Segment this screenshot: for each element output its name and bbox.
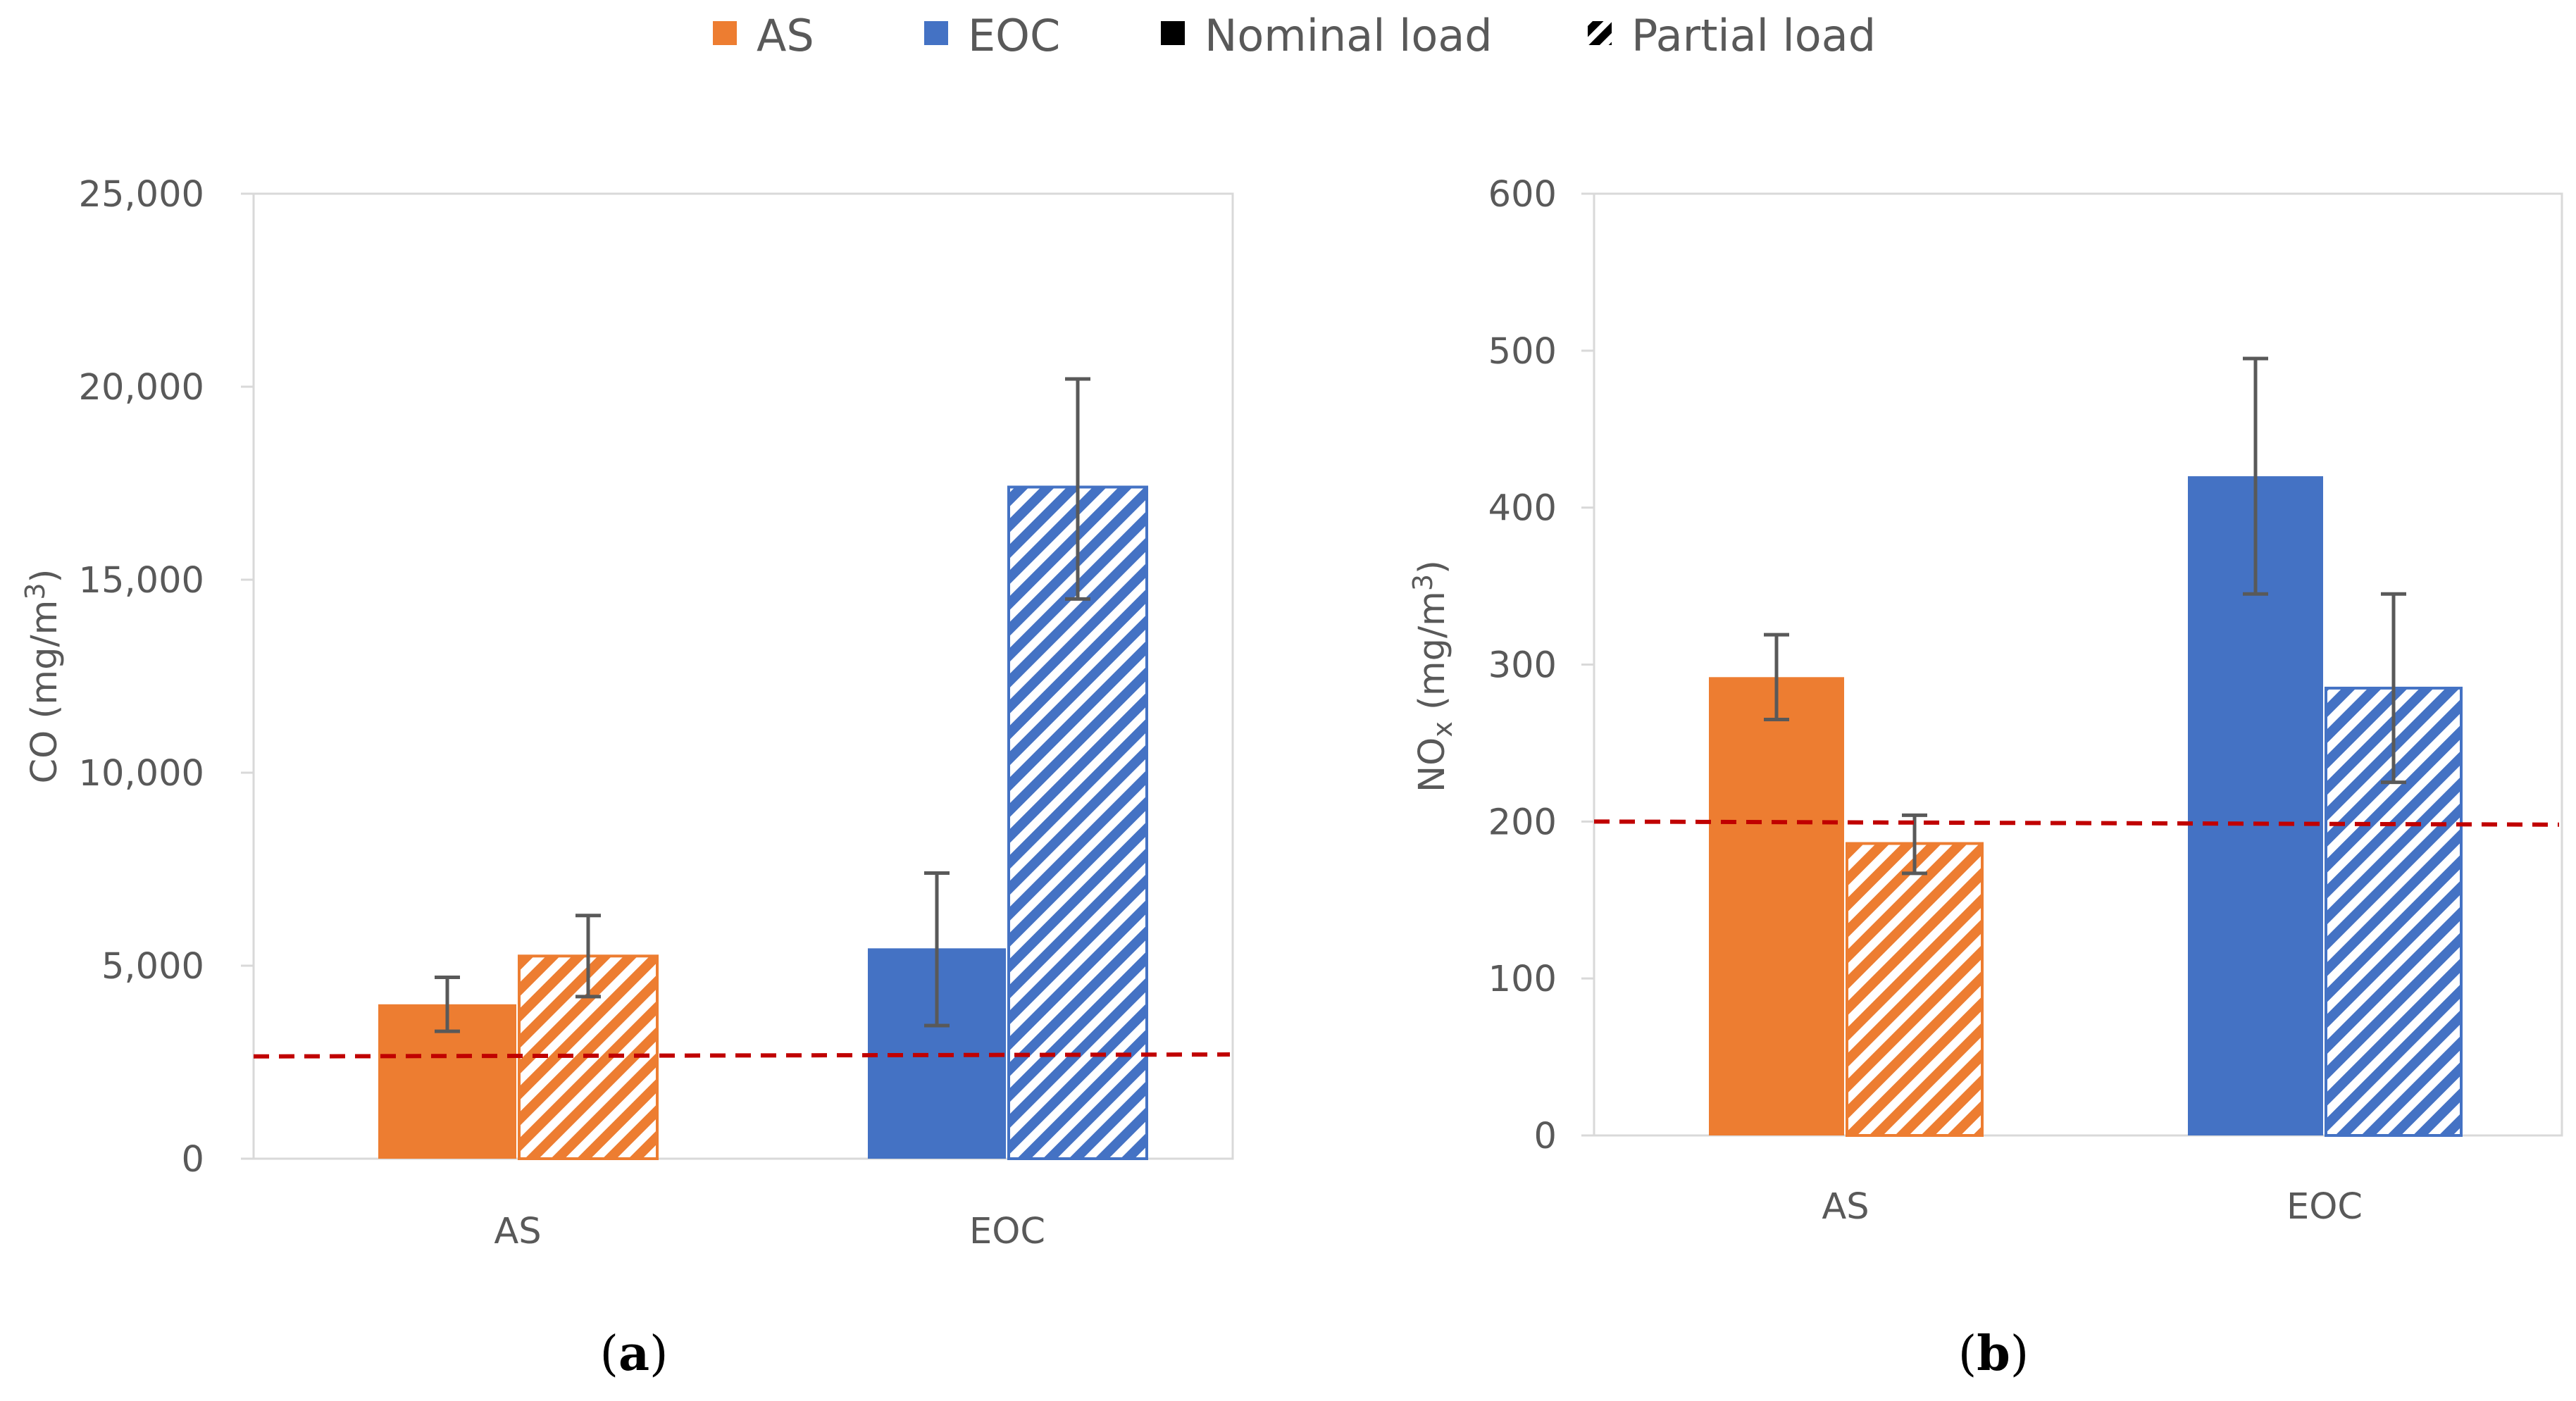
chart-panel-b: 0 100 200 300 400 500 600 AS EOC NOx (mg/m3): [1407, 174, 2563, 1228]
y-tick-label: 100: [1488, 959, 1557, 1000]
y-tick-label: 10,000: [79, 753, 204, 795]
chart-panel-a: 0 5,000 10,000 15,000 20,000 25,000 AS EOC CO (m…: [20, 174, 1234, 1252]
emission-limit-line: [1593, 819, 2560, 827]
y-tick-label: 0: [1534, 1116, 1557, 1157]
legend-swatch-as: [713, 21, 737, 45]
y-tick-label: 400: [1488, 488, 1557, 530]
y-tick-label: 15,000: [79, 560, 204, 602]
y-tick-label: 25,000: [79, 174, 204, 216]
emission-limit-line: [253, 1052, 1231, 1059]
x-tick-label: EOC: [2286, 1186, 2363, 1228]
y-tick-label: 500: [1488, 331, 1557, 373]
y-tick-label: 300: [1488, 645, 1557, 687]
x-tick-label: AS: [494, 1211, 541, 1252]
x-tick-label: AS: [1822, 1186, 1869, 1228]
legend-label-eoc: EOC: [968, 10, 1060, 61]
legend-label-partial-load: Partial load: [1631, 10, 1876, 61]
legend-swatch-nominal-load: [1161, 21, 1185, 45]
legend-swatch-eoc: [924, 21, 948, 45]
y-axis-title: NOx (mg/m3): [1407, 560, 1458, 792]
y-tick-label: 0: [182, 1139, 204, 1181]
y-axis-title: CO (mg/m3): [20, 569, 66, 784]
legend: AS EOC Nominal load Partial load: [713, 10, 1876, 61]
bar-as-nominal: [1709, 677, 1844, 1135]
bar-as-partial: [1846, 842, 1984, 1138]
panel-label-b: (b): [1958, 1326, 2029, 1382]
legend-swatch-partial-load: [1588, 21, 1612, 45]
y-tick-label: 200: [1488, 802, 1557, 843]
legend-label-as: AS: [757, 10, 814, 61]
y-tick-label: 5,000: [101, 946, 204, 988]
y-tick-label: 600: [1488, 174, 1557, 216]
panel-label-a: (a): [599, 1326, 668, 1382]
legend-label-nominal-load: Nominal load: [1205, 10, 1493, 61]
y-tick-label: 20,000: [79, 367, 204, 409]
x-tick-label: EOC: [969, 1211, 1045, 1252]
